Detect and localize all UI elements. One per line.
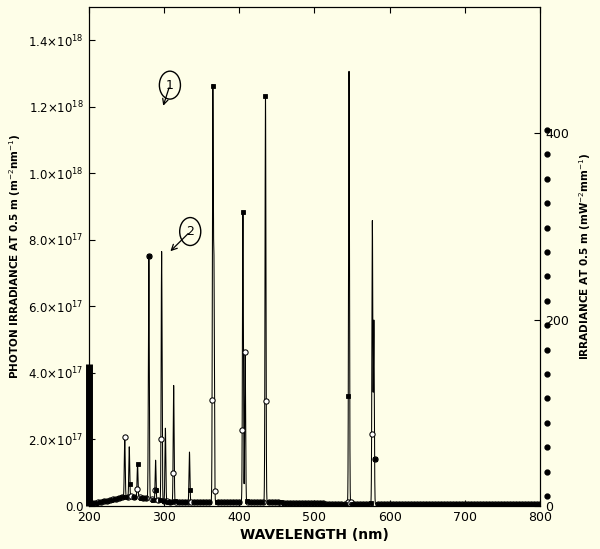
Text: 1: 1 bbox=[166, 79, 174, 92]
Text: 2: 2 bbox=[186, 225, 194, 238]
Y-axis label: IRRADIANCE AT 0.5 m (mW$^{-2}$mm$^{-1}$): IRRADIANCE AT 0.5 m (mW$^{-2}$mm$^{-1}$) bbox=[577, 153, 593, 360]
Y-axis label: PHOTON IRRADIANCE AT 0.5 m (m$^{-2}$nm$^{-1}$): PHOTON IRRADIANCE AT 0.5 m (m$^{-2}$nm$^… bbox=[7, 133, 23, 379]
X-axis label: WAVELENGTH (nm): WAVELENGTH (nm) bbox=[240, 528, 389, 542]
